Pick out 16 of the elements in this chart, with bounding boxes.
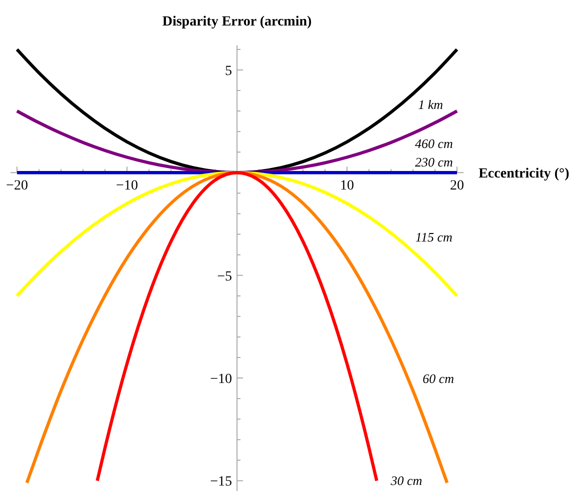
series-label: 60 cm (422, 371, 454, 386)
y-tick-label: 5 (225, 64, 232, 79)
x-tick-label: −20 (6, 178, 28, 194)
series-label: 1 km (418, 96, 444, 112)
x-axis-title: Eccentricity (°) (478, 166, 570, 182)
x-tick-label: 20 (450, 178, 464, 194)
x-tick-label: 10 (340, 178, 354, 194)
x-tick-label: −10 (116, 178, 138, 194)
y-axis-title: Disparity Error (arcmin) (162, 14, 312, 30)
series-label: 460 cm (414, 136, 453, 151)
series-label: 115 cm (415, 229, 452, 244)
y-tick-label: −10 (210, 372, 232, 388)
series-label: 30 cm (390, 472, 422, 488)
y-tick-label: −5 (217, 269, 232, 284)
y-tick-label: −15 (210, 474, 232, 490)
series-label: 230 cm (414, 154, 453, 170)
